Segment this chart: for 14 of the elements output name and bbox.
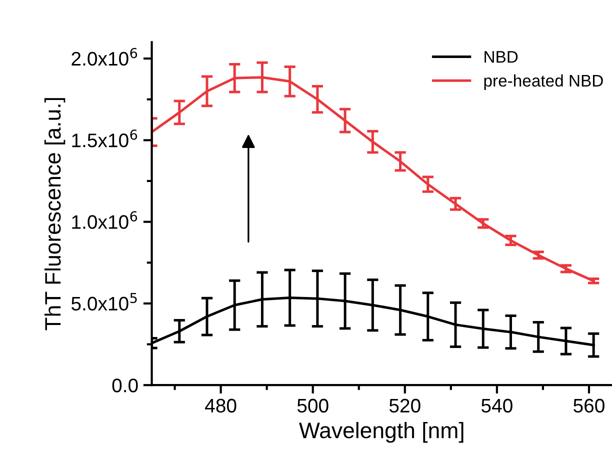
- y-tick-label: 1.0x10$^{6}$: [72, 211, 138, 229]
- x-axis-title: Wavelength [nm]: [299, 422, 464, 443]
- x-tick-label: 520: [389, 398, 420, 413]
- x-tick-label: 560: [574, 398, 604, 413]
- y-tick-label: 2.0x10$^{6}$: [72, 48, 138, 66]
- y-axis-title: ThT Fluorescence [a.u.]: [44, 98, 66, 330]
- x-tick-label: 500: [297, 398, 328, 413]
- y-tick-label: 0.0: [112, 378, 138, 392]
- x-tick-label: 480: [205, 398, 236, 413]
- y-tick-label: 5.0x10$^{5}$: [72, 293, 137, 311]
- legend-label: NBD: [484, 51, 518, 63]
- x-tick-label: 540: [482, 398, 512, 413]
- legend-label: pre-heated NBD: [484, 74, 603, 90]
- y-tick-label: 1.5x10$^{6}$: [72, 130, 138, 148]
